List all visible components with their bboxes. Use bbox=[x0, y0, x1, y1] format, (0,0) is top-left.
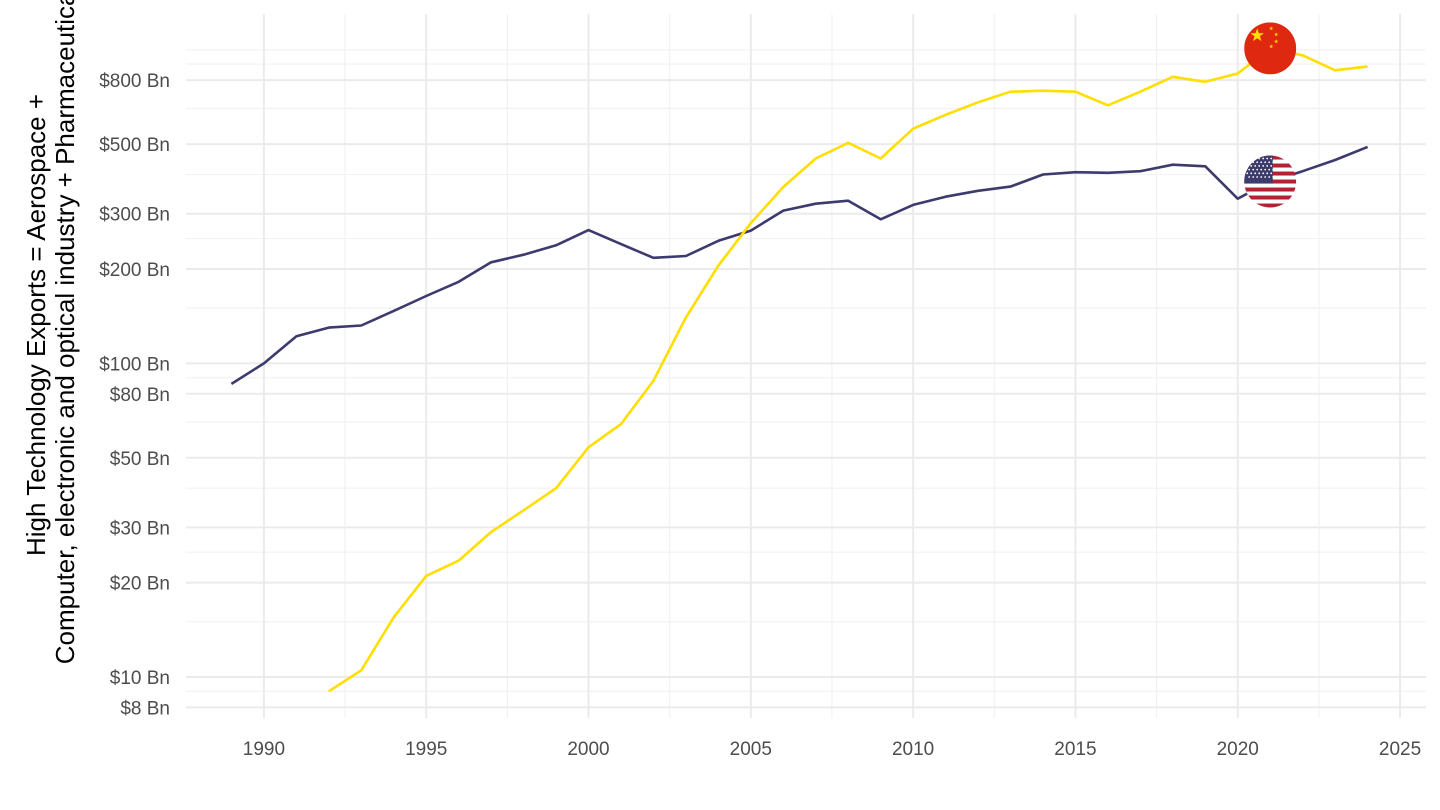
china-flag-icon bbox=[1244, 22, 1297, 75]
y-tick-label: $80 Bn bbox=[110, 385, 170, 406]
x-tick-label: 2010 bbox=[892, 739, 934, 760]
y-axis-title-line-2: Computer, electronic and optical industr… bbox=[50, 0, 80, 664]
series-end-markers bbox=[1244, 22, 1297, 208]
y-tick-label: $50 Bn bbox=[110, 449, 170, 470]
minor-gridlines bbox=[186, 14, 1426, 718]
x-tick-label: 2005 bbox=[730, 739, 772, 760]
y-axis-title-line-1: High Technology Exports = Aerospace + bbox=[21, 94, 51, 556]
y-tick-label: $500 Bn bbox=[99, 135, 170, 156]
y-axis-title: High Technology Exports = Aerospace + Co… bbox=[21, 0, 80, 664]
x-axis-tick-labels: 1990 1995 2000 2005 2010 2015 2020 2025 bbox=[243, 739, 1421, 760]
series-line-0 bbox=[230, 145, 1369, 385]
y-tick-label: $20 Bn bbox=[110, 574, 170, 595]
x-tick-label: 2015 bbox=[1054, 739, 1096, 760]
y-tick-label: $100 Bn bbox=[99, 354, 170, 375]
series-line-1 bbox=[328, 47, 1368, 693]
us-flag-icon bbox=[1244, 155, 1297, 208]
y-tick-label: $10 Bn bbox=[110, 668, 170, 689]
major-gridlines bbox=[186, 14, 1426, 718]
y-tick-label: $200 Bn bbox=[99, 260, 170, 281]
x-tick-label: 2025 bbox=[1379, 739, 1421, 760]
y-tick-label: $8 Bn bbox=[120, 698, 170, 719]
y-tick-label: $800 Bn bbox=[99, 71, 170, 92]
x-tick-label: 2000 bbox=[567, 739, 609, 760]
y-axis-tick-labels: $8 Bn $10 Bn $20 Bn $30 Bn $50 Bn $80 Bn $100 … bbox=[99, 71, 170, 719]
y-tick-label: $30 Bn bbox=[110, 518, 170, 539]
x-tick-label: 1990 bbox=[243, 739, 285, 760]
x-tick-label: 1995 bbox=[405, 739, 447, 760]
x-tick-label: 2020 bbox=[1217, 739, 1259, 760]
y-tick-label: $300 Bn bbox=[99, 205, 170, 226]
series-lines bbox=[230, 47, 1369, 693]
